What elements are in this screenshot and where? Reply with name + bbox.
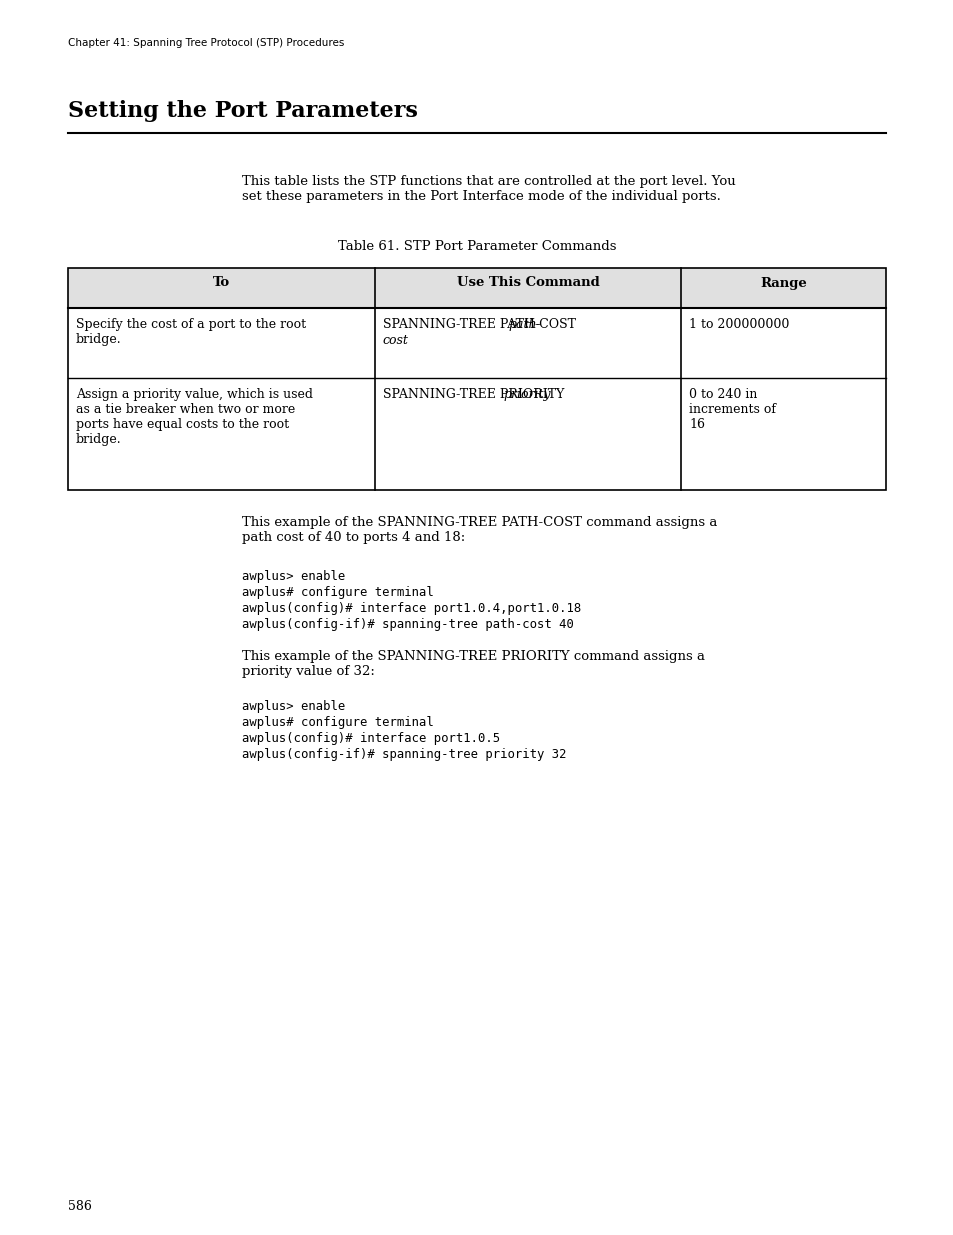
- Text: Chapter 41: Spanning Tree Protocol (STP) Procedures: Chapter 41: Spanning Tree Protocol (STP)…: [68, 38, 344, 48]
- Text: Assign a priority value, which is used
as a tie breaker when two or more
ports h: Assign a priority value, which is used a…: [76, 388, 313, 446]
- Text: priority: priority: [503, 388, 551, 401]
- Text: 0 to 240 in
increments of
16: 0 to 240 in increments of 16: [689, 388, 776, 431]
- Text: Table 61. STP Port Parameter Commands: Table 61. STP Port Parameter Commands: [337, 240, 616, 253]
- Text: awplus(config-if)# spanning-tree path-cost 40: awplus(config-if)# spanning-tree path-co…: [242, 618, 574, 631]
- Text: awplus# configure terminal: awplus# configure terminal: [242, 716, 434, 729]
- Text: Specify the cost of a port to the root
bridge.: Specify the cost of a port to the root b…: [76, 317, 306, 346]
- Text: cost: cost: [382, 333, 408, 347]
- Text: This example of the SPANNING-TREE PATH-COST command assigns a
path cost of 40 to: This example of the SPANNING-TREE PATH-C…: [242, 516, 717, 543]
- Text: This table lists the STP functions that are controlled at the port level. You
se: This table lists the STP functions that …: [242, 175, 735, 203]
- Text: Use This Command: Use This Command: [456, 277, 598, 289]
- Bar: [68, 268, 885, 490]
- Text: awplus> enable: awplus> enable: [242, 571, 345, 583]
- Text: 586: 586: [68, 1200, 91, 1213]
- Text: awplus(config)# interface port1.0.4,port1.0.18: awplus(config)# interface port1.0.4,port…: [242, 601, 580, 615]
- Text: SPANNING-TREE PATH-COST: SPANNING-TREE PATH-COST: [382, 317, 579, 331]
- Bar: [68, 268, 885, 308]
- Text: awplus(config-if)# spanning-tree priority 32: awplus(config-if)# spanning-tree priorit…: [242, 748, 566, 761]
- Text: path-: path-: [508, 317, 541, 331]
- Text: awplus(config)# interface port1.0.5: awplus(config)# interface port1.0.5: [242, 732, 499, 745]
- Text: awplus# configure terminal: awplus# configure terminal: [242, 585, 434, 599]
- Text: This example of the SPANNING-TREE PRIORITY command assigns a
priority value of 3: This example of the SPANNING-TREE PRIORI…: [242, 650, 704, 678]
- Text: 1 to 200000000: 1 to 200000000: [689, 317, 789, 331]
- Text: Setting the Port Parameters: Setting the Port Parameters: [68, 100, 417, 122]
- Text: Range: Range: [760, 277, 806, 289]
- Text: SPANNING-TREE PRIORITY: SPANNING-TREE PRIORITY: [382, 388, 568, 401]
- Text: awplus> enable: awplus> enable: [242, 700, 345, 713]
- Text: To: To: [213, 277, 230, 289]
